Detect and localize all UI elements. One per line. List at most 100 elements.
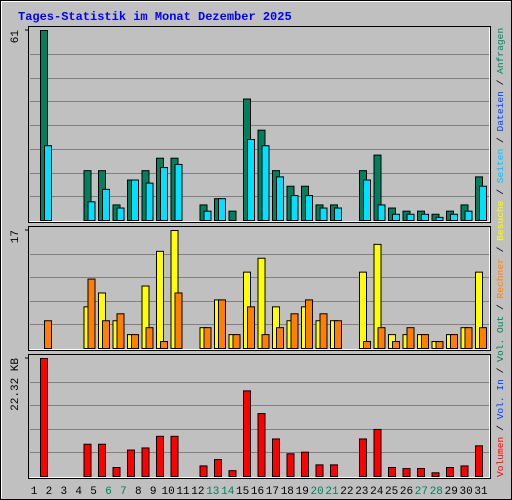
- bar: [102, 320, 110, 349]
- x-tick-label: 13: [206, 486, 219, 498]
- bar: [203, 327, 212, 350]
- bar: [145, 327, 154, 350]
- bar: [417, 468, 425, 477]
- bar: [127, 449, 135, 478]
- x-tick-label: 26: [400, 486, 413, 498]
- y-tick-label: 17: [10, 230, 22, 243]
- bar: [247, 139, 255, 221]
- x-tick-label: 10: [161, 486, 174, 498]
- bar: [475, 445, 483, 477]
- bar: [421, 334, 429, 349]
- bar: [290, 313, 299, 350]
- x-tick-label: 8: [135, 486, 142, 498]
- bar: [305, 195, 313, 222]
- legend-entry: Vol. In: [495, 379, 506, 419]
- chart-title: Tages-Statistik im Monat Dezember 2025: [18, 10, 292, 24]
- bar: [40, 358, 48, 477]
- bar: [435, 216, 444, 221]
- x-tick-label: 25: [385, 486, 398, 498]
- bar: [479, 185, 487, 221]
- bar: [44, 320, 52, 349]
- bar: [305, 299, 313, 350]
- x-tick-label: 2: [46, 486, 53, 498]
- x-tick-label: 17: [266, 486, 279, 498]
- legend-entry: Besuche: [495, 200, 506, 241]
- bar: [116, 313, 125, 350]
- bar: [156, 435, 164, 478]
- legend-separator: /: [495, 74, 506, 91]
- bar: [174, 163, 183, 222]
- bar: [112, 467, 121, 477]
- bar: [87, 201, 96, 222]
- legend-separator: /: [495, 241, 506, 258]
- bar: [319, 207, 328, 222]
- bar: [243, 390, 251, 477]
- bar: [334, 320, 342, 349]
- bar: [446, 467, 454, 477]
- bar: [373, 428, 382, 477]
- x-tick-label: 16: [251, 486, 264, 498]
- bar: [160, 167, 168, 221]
- bar: [431, 472, 440, 478]
- bar: [261, 145, 270, 221]
- x-tick-label: 28: [430, 486, 443, 498]
- x-tick-label: 9: [150, 486, 157, 498]
- bar: [377, 204, 386, 221]
- bar: [450, 213, 458, 222]
- legend: Volumen / Vol. In / Vol. Out / Rechner /…: [495, 28, 506, 477]
- x-tick-label: 5: [90, 486, 97, 498]
- bar: [232, 334, 241, 349]
- bar: [286, 453, 295, 478]
- bar: [247, 306, 255, 349]
- legend-separator: /: [495, 298, 506, 315]
- bar: [83, 443, 92, 477]
- bar: [450, 334, 458, 349]
- bar: [363, 341, 371, 350]
- bar: [301, 451, 309, 477]
- x-tick-label: 18: [281, 486, 294, 498]
- bar: [199, 465, 208, 477]
- bar: [141, 447, 150, 477]
- bar: [218, 198, 226, 221]
- x-tick-label: 14: [221, 486, 235, 498]
- x-tick-label: 20: [310, 486, 323, 498]
- bar: [392, 341, 400, 350]
- panel-bevel: [29, 227, 490, 350]
- x-tick-label: 31: [474, 486, 488, 498]
- bar: [388, 467, 396, 477]
- legend-entry: Seiten: [495, 149, 506, 184]
- bar: [98, 443, 106, 477]
- bar: [402, 468, 411, 477]
- bar: [290, 195, 299, 222]
- legend-separator: /: [495, 131, 506, 148]
- x-tick-label: 21: [325, 486, 339, 498]
- x-tick-label: 23: [355, 486, 368, 498]
- bar: [228, 210, 237, 221]
- x-tick-label: 1: [31, 486, 38, 498]
- x-tick-label: 24: [370, 486, 384, 498]
- bar: [87, 278, 96, 349]
- bar: [464, 210, 473, 221]
- legend-entry: Volumen: [495, 437, 506, 477]
- bar: [479, 327, 487, 350]
- legend-entry: Dateien: [495, 91, 506, 131]
- legend-entry: Vol. Out: [495, 316, 506, 362]
- legend-separator: /: [495, 362, 506, 379]
- bar: [102, 188, 110, 222]
- bar: [319, 313, 328, 350]
- bar: [131, 179, 139, 221]
- panel-bevel: [29, 355, 490, 478]
- bar: [228, 470, 237, 478]
- bar: [359, 271, 367, 350]
- x-tick-label: 29: [445, 486, 458, 498]
- x-tick-label: 27: [415, 486, 428, 498]
- bar: [315, 464, 324, 477]
- bar: [435, 341, 444, 350]
- bar: [377, 327, 386, 350]
- x-tick-label: 12: [191, 486, 204, 498]
- x-tick-label: 4: [75, 486, 82, 498]
- x-tick-label: 30: [459, 486, 472, 498]
